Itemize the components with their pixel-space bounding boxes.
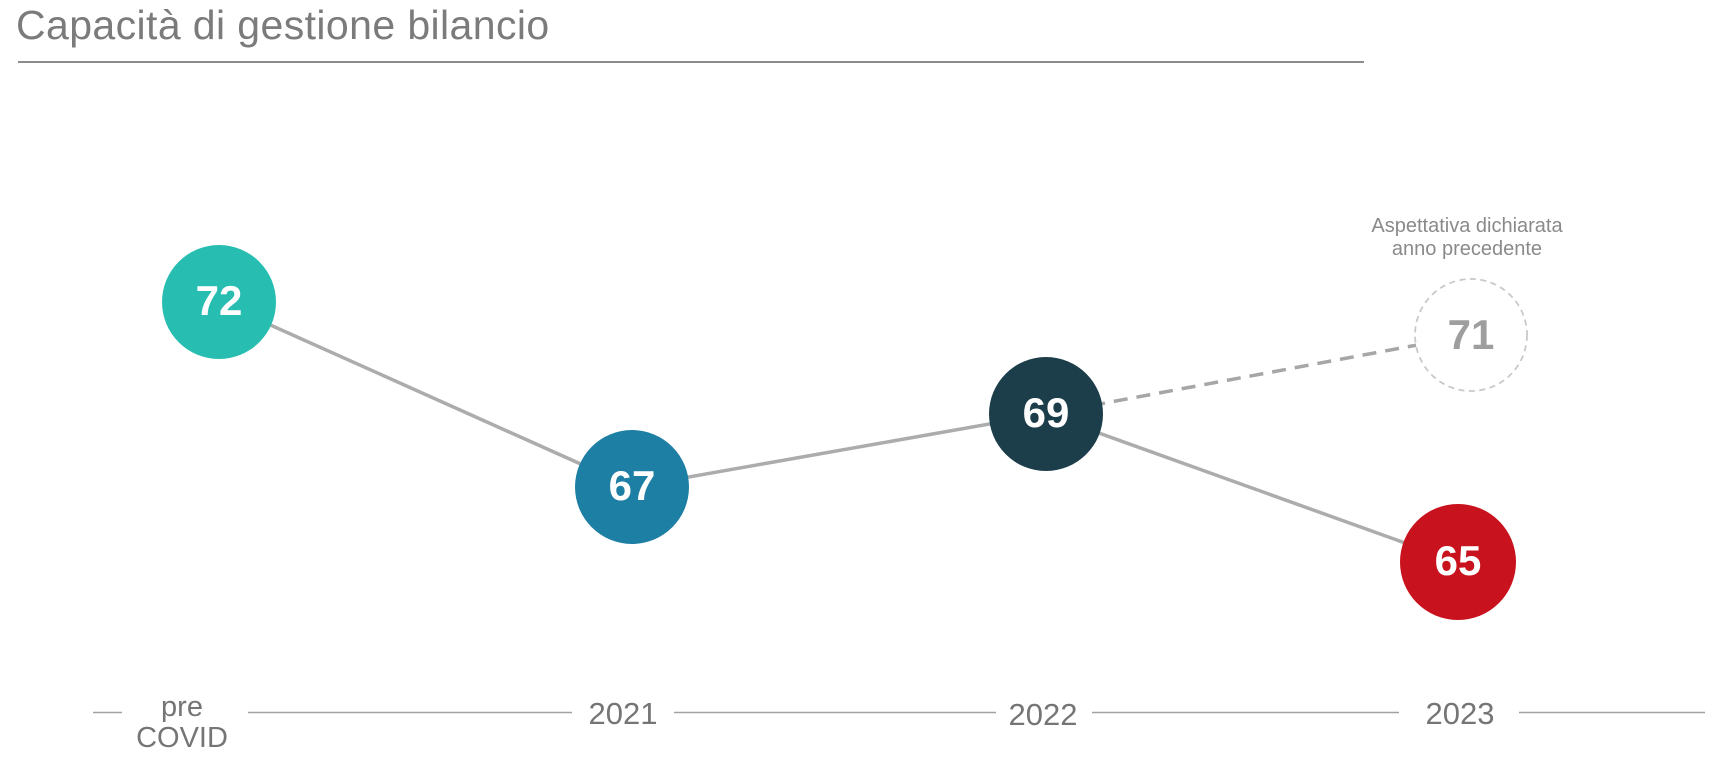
data-point-value: 67 [608, 462, 656, 509]
expectation-annotation-line1: Aspettativa dichiarata [1371, 215, 1563, 237]
data-point-2023: 65 [1400, 504, 1516, 620]
axis-tick-pre-covid-line1: pre [161, 691, 203, 723]
chart-title: Capacità di gestione bilancio [16, 2, 550, 48]
data-point-pre-covid: 72 [162, 245, 276, 359]
data-point-value: 72 [195, 277, 243, 324]
axis-tick-pre-covid-line2: COVID [136, 722, 228, 754]
data-point-2022: 69 [989, 357, 1103, 471]
expectation-annotation-line2: anno precedente [1391, 238, 1543, 260]
data-point-2021: 67 [575, 430, 689, 544]
axis-tick-2023: 2023 [1425, 696, 1495, 731]
axis-tick-2021: 2021 [588, 696, 658, 731]
data-point-value: 69 [1022, 389, 1070, 436]
expectation-dashed-line [1045, 333, 1472, 416]
trend-segment-precovid-2021 [218, 300, 633, 489]
data-point-value: 65 [1434, 537, 1482, 584]
expectation-circle [1414, 278, 1528, 392]
expectation-value: 71 [1447, 311, 1495, 358]
trend-segment-2022-2023 [1045, 412, 1459, 564]
expectation-annotation: Aspettativa dichiarata anno precedente [1317, 215, 1617, 261]
axis-tick-pre-covid: pre COVID [82, 692, 282, 754]
axis-tick-2022: 2022 [1008, 697, 1078, 732]
title-underline [18, 61, 1364, 63]
trend-segment-2021-2022 [631, 412, 1047, 489]
